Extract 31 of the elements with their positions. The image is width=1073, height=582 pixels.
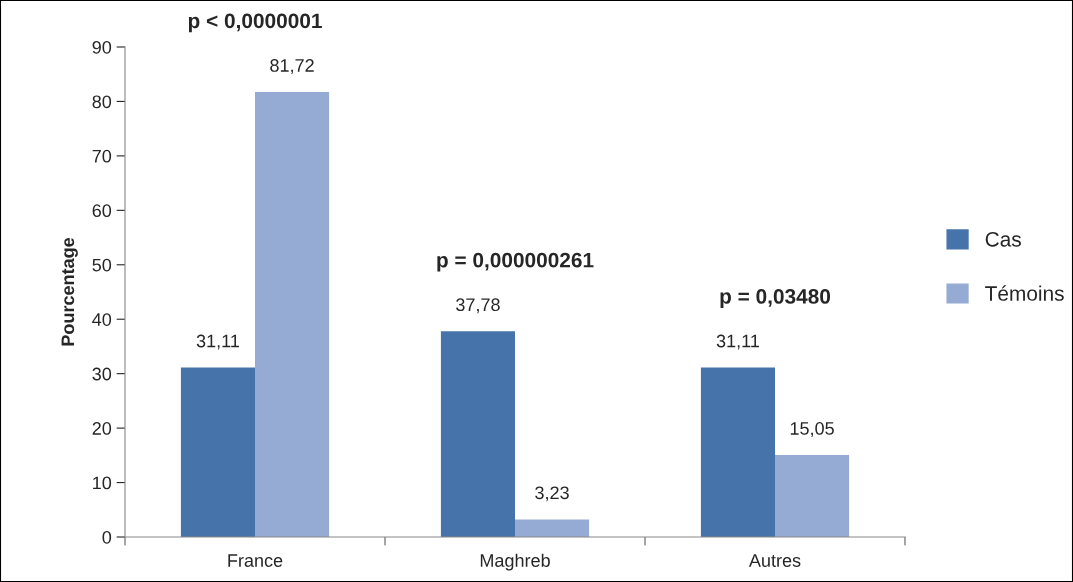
y-tick-label: 90 (92, 40, 112, 54)
annotation: p = 0,000000261 (437, 252, 594, 272)
y-tick-label: 60 (92, 204, 112, 218)
y-tick-label: 70 (92, 149, 112, 163)
data-label: 37,78 (456, 298, 500, 314)
y-tick-label: 0 (102, 530, 112, 544)
y-tick-label: 50 (92, 258, 112, 272)
text: p < 0,0000001 (188, 13, 322, 33)
y-tick-label: 40 (92, 313, 112, 326)
data-label: 81,72 (270, 59, 314, 74)
bar (440, 331, 515, 537)
legend-label: Cas (985, 231, 1021, 247)
y-tick-label: 10 (93, 476, 112, 490)
y-tick-label: 30 (92, 367, 112, 381)
bar (775, 455, 850, 537)
data-label: 31,11 (196, 334, 239, 350)
x-tick-label: Maghreb (480, 553, 550, 571)
y-tick-label: 20 (92, 422, 112, 435)
annotation: p = 0,03480 (720, 289, 831, 308)
bar (255, 92, 330, 537)
bar (180, 367, 255, 537)
data-label: 3,23 (535, 486, 569, 502)
y-tick-label: 80 (92, 95, 112, 109)
legend-label: Témoins (985, 285, 1064, 301)
bar (700, 367, 775, 537)
y-axis-title: Pourcentage (61, 237, 78, 346)
data-label: 15,05 (790, 422, 834, 437)
data-label: 31,11 (716, 334, 759, 350)
x-tick-label: France (228, 554, 283, 567)
x-tick-label: Autres (748, 554, 801, 567)
bar (515, 519, 590, 537)
